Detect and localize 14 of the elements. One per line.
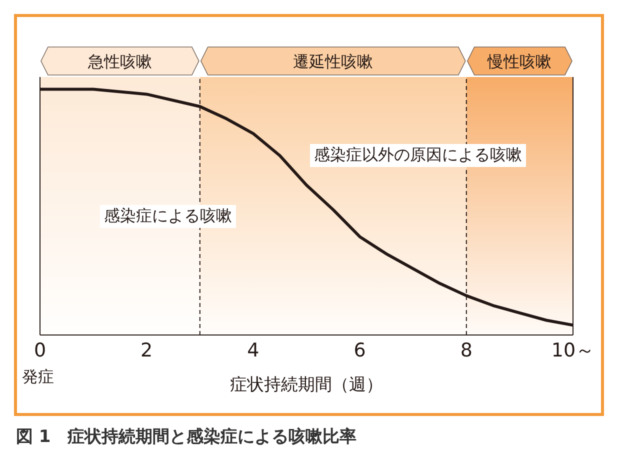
- x-axis-title: 症状持続期間（週）: [230, 375, 383, 395]
- x-tick-label: 2: [140, 339, 153, 362]
- x-tick-label: 6: [354, 339, 366, 362]
- annotation: 感染症による咳嗽: [100, 205, 236, 228]
- x-tick-label: 4: [247, 339, 260, 362]
- annotation: 感染症以外の原因による咳嗽: [310, 144, 526, 167]
- text: 発症: [21, 366, 55, 388]
- band-label: 慢性咳嗽: [486, 52, 552, 71]
- x-tick-label: 0: [34, 339, 46, 362]
- x-tick-label: 10～: [551, 339, 595, 362]
- band-label: 遷延性咳嗽: [293, 52, 374, 71]
- x-tick-label: 8: [460, 339, 472, 362]
- band-label: 急性咳嗽: [86, 52, 152, 71]
- text: 図 1 症状持続期間と感染症による咳嗽比率: [16, 426, 357, 448]
